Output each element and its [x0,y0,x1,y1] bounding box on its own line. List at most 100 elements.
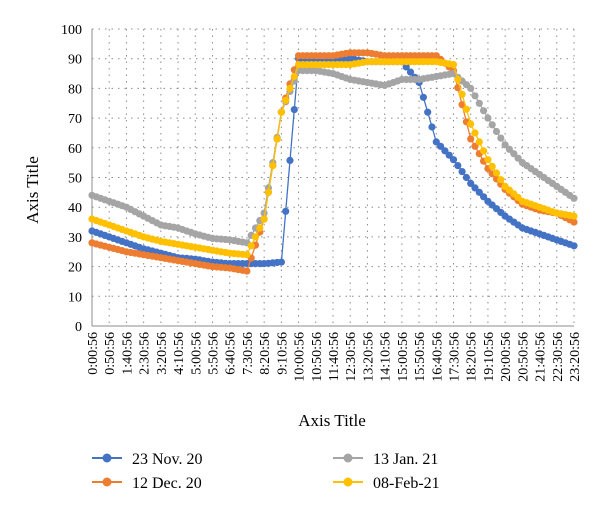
data-point [437,142,445,150]
axes [91,29,574,327]
data-point [570,218,578,226]
y-tick-label: 90 [68,53,82,68]
tick-labels: 0 10 20 30 40 50 60 70 80 90 100 0:00:56 0:50:56 1:40… [61,23,583,382]
data-point [505,145,513,153]
y-tick-label: 20 [68,261,82,276]
series-4 [88,58,578,259]
x-tick-label: 11:40:56 [327,332,342,381]
data-point [419,93,427,101]
y-tick-label: 60 [68,142,82,157]
data-point [441,147,449,155]
data-point [273,135,281,143]
data-point [471,142,479,150]
series-lines [88,49,578,275]
x-tick-label: 10:50:56 [310,332,325,382]
x-tick-label: 0:00:56 [86,332,101,375]
data-point [454,75,462,84]
x-tick-label: 18:20:56 [465,332,480,382]
series-3 [88,67,578,247]
data-point [247,242,255,250]
data-point [251,233,260,241]
data-point [467,84,475,92]
series-1 [88,55,578,268]
x-tick-label: 12:30:56 [344,332,359,382]
data-point [458,168,466,176]
data-point [260,215,268,223]
data-point [277,258,285,266]
data-point [467,135,475,143]
data-point [286,84,294,92]
x-tick-label: 0:50:56 [103,332,118,375]
data-point [484,114,492,122]
data-point [458,101,466,109]
y-tick-label: 50 [68,172,82,187]
x-tick-label: 22:30:56 [551,332,566,382]
data-point [462,105,470,113]
legend-swatch-marker [102,453,112,463]
y-tick-label: 10 [68,290,82,305]
legend-label: 13 Jan. 21 [373,451,438,468]
data-point [256,224,264,232]
x-tick-label: 19:10:56 [482,332,497,382]
data-point [449,156,458,164]
data-point [449,61,458,69]
legend-label: 23 Nov. 20 [132,451,203,468]
data-point [282,207,290,215]
data-point [475,188,483,196]
x-tick-label: 7:30:56 [241,332,256,375]
data-point [424,108,432,116]
x-tick-label: 5:50:56 [207,332,222,375]
data-point [480,193,488,201]
legend-item: 08-Feb-21 [333,475,440,492]
data-point [445,151,453,159]
data-point [475,138,483,146]
data-point [277,108,285,116]
data-point [471,92,479,100]
x-tick-label: 3:20:56 [155,332,170,375]
data-point [269,162,277,170]
x-tick-label: 9:10:56 [275,332,290,375]
legend-label: 08-Feb-21 [373,475,440,492]
y-tick-label: 30 [68,231,82,246]
data-point [243,267,251,275]
data-point [570,242,578,250]
data-point [497,176,505,184]
data-point [497,134,505,142]
data-point [480,147,488,155]
series-line [91,57,575,265]
x-tick-label: 23:20:56 [568,332,583,382]
data-point [264,188,272,196]
y-tick-label: 80 [68,82,82,97]
data-point [471,129,479,137]
y-tick-label: 0 [75,320,82,335]
data-point [286,156,294,164]
data-point [428,123,436,131]
data-point [402,63,410,71]
data-point [484,156,492,164]
x-tick-label: 4:10:56 [172,332,187,375]
data-point [454,162,462,170]
data-point [488,121,496,129]
data-point [510,150,518,158]
data-point [570,212,578,220]
data-point [467,120,475,128]
x-tick-label: 6:40:56 [224,332,239,375]
data-point [458,90,466,98]
data-point [492,127,501,136]
data-point [406,68,415,76]
y-axis-title: Axis Title [23,156,42,224]
legend-item: 12 Dec. 20 [92,475,202,492]
x-tick-label: 15:00:56 [396,332,411,382]
y-tick-label: 100 [61,23,82,38]
x-tick-label: 15:50:56 [413,332,428,382]
x-tick-label: 14:10:56 [379,332,394,382]
x-tick-label: 8:20:56 [258,332,273,375]
x-axis-title: Axis Title [298,411,366,430]
legend-swatch-marker [102,477,112,487]
x-tick-label: 16:40:56 [430,332,445,382]
data-point [514,154,522,162]
x-tick-label: 2:30:56 [138,332,153,375]
legend-item: 13 Jan. 21 [333,451,438,468]
x-tick-label: 10:00:56 [293,332,308,382]
legend-label: 12 Dec. 20 [132,475,202,492]
